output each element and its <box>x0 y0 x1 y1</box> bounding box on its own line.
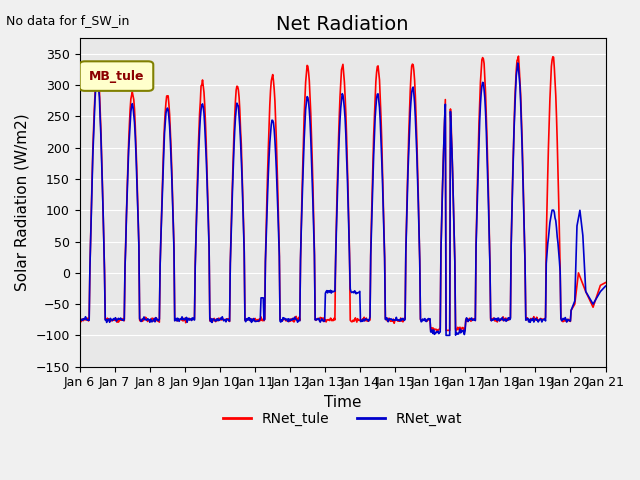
RNet_wat <box>514 60 522 66</box>
RNet_wat <box>140 316 147 322</box>
Y-axis label: Solar Radiation (W/m2): Solar Radiation (W/m2) <box>15 114 30 291</box>
RNet_tule <box>221 317 228 323</box>
RNet_wat <box>221 317 228 323</box>
RNet_tule <box>85 315 93 321</box>
Text: MB_tule: MB_tule <box>89 70 144 83</box>
RNet_wat <box>85 317 93 323</box>
RNet_tule <box>422 317 429 323</box>
RNet_wat <box>442 333 450 338</box>
RNet_tule <box>515 53 522 59</box>
RNet_tule <box>140 317 147 323</box>
Title: Net Radiation: Net Radiation <box>276 15 409 34</box>
FancyBboxPatch shape <box>79 61 153 91</box>
RNet_wat <box>602 283 609 289</box>
RNet_wat <box>422 318 429 324</box>
RNet_wat <box>193 211 200 216</box>
RNet_tule <box>406 88 414 94</box>
Line: RNet_wat: RNet_wat <box>79 63 605 336</box>
RNet_tule <box>602 280 609 286</box>
Text: No data for f_SW_in: No data for f_SW_in <box>6 14 130 27</box>
RNet_wat <box>76 316 83 322</box>
RNet_wat <box>406 109 414 115</box>
X-axis label: Time: Time <box>324 395 362 410</box>
RNet_tule <box>433 328 441 334</box>
RNet_tule <box>193 204 200 209</box>
RNet_tule <box>76 315 83 321</box>
Legend: RNet_tule, RNet_wat: RNet_tule, RNet_wat <box>217 407 468 432</box>
Line: RNet_tule: RNet_tule <box>79 56 605 331</box>
